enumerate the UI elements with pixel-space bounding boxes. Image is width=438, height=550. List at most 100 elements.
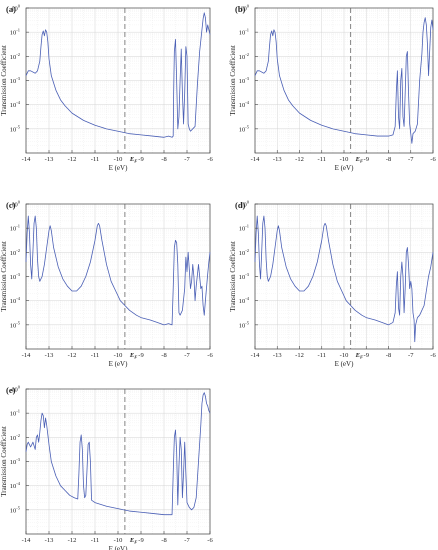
x-tick-label: -9 (364, 156, 369, 163)
y-tick-label: 10-2 (10, 52, 20, 61)
y-tick-label: 10-4 (10, 296, 21, 305)
x-tick-label: -6 (430, 156, 436, 163)
x-tick-label: -13 (45, 156, 54, 163)
x-tick-label: -14 (251, 352, 260, 359)
y-tick-label: 10-3 (10, 272, 21, 281)
x-axis-label: E (eV) (335, 360, 355, 368)
panel-label: (c) (6, 200, 16, 210)
x-tick-label: -10 (340, 156, 349, 163)
y-tick-label: 10-1 (239, 28, 249, 37)
x-tick-label: -13 (273, 156, 282, 163)
x-axis-label: E (eV) (109, 360, 129, 368)
y-axis-label: Transmission Coefficient (229, 241, 237, 312)
x-tick-label: -13 (45, 537, 54, 544)
x-tick-label: -14 (251, 156, 260, 163)
x-tick-label: -14 (22, 352, 31, 359)
panel-label: (e) (6, 385, 16, 395)
y-tick-label: 10-5 (10, 124, 21, 133)
fermi-level-label: EF (355, 352, 363, 360)
transmission-curve (254, 215, 434, 343)
x-tick-label: -8 (161, 537, 166, 544)
y-tick-label: 10-1 (10, 28, 20, 37)
y-axis-label: Transmission Coefficient (0, 426, 8, 497)
y-tick-label: 10-1 (10, 409, 20, 418)
y-tick-label: 10-1 (10, 224, 20, 233)
y-tick-label: 10-4 (239, 100, 250, 109)
x-tick-label: -14 (22, 537, 31, 544)
transmission-curve (25, 392, 211, 516)
x-tick-label: -12 (295, 156, 304, 163)
x-tick-label: -10 (114, 352, 123, 359)
x-tick-label: -12 (68, 537, 77, 544)
fermi-level-label: EF (129, 352, 137, 360)
fermi-level-label: EF (355, 156, 363, 164)
y-tick-label: 10-2 (10, 433, 20, 442)
x-tick-label: -9 (138, 352, 143, 359)
y-tick-label: 10-3 (239, 272, 250, 281)
y-tick-label: 100 (240, 4, 250, 13)
x-tick-label: -11 (318, 352, 326, 359)
y-tick-label: 10-2 (10, 248, 20, 257)
transmission-curve (254, 17, 434, 144)
y-tick-label: 100 (11, 4, 21, 13)
x-axis-label: E (eV) (109, 164, 129, 172)
x-tick-label: -8 (161, 352, 166, 359)
panel-label: (b) (235, 4, 246, 14)
y-tick-label: 10-5 (239, 124, 250, 133)
x-tick-label: -11 (318, 156, 326, 163)
x-tick-label: -11 (91, 156, 99, 163)
x-axis-label: E (eV) (109, 545, 129, 550)
y-tick-label: 10-3 (10, 457, 21, 466)
panel-label: (a) (6, 4, 16, 14)
y-tick-label: 10-5 (10, 505, 21, 514)
y-tick-label: 10-4 (239, 296, 250, 305)
panel-a: -14 -13 -12 -11 -10 -9 -8 -7 -6 EF 10-5 10-4 10-3 10-… (0, 4, 213, 173)
x-tick-label: -12 (295, 352, 304, 359)
x-tick-label: -9 (138, 156, 143, 163)
y-tick-label: 10-2 (239, 52, 249, 61)
x-axis-label: E (eV) (335, 164, 355, 172)
panel-d: -14 -13 -12 -11 -10 -9 -8 -7 -6 EF 10-5 10-4 10-3 10-… (229, 200, 436, 369)
panel-b: -14 -13 -12 -11 -10 -9 -8 -7 -6 EF 10-5 10-4 10-3 10-… (229, 4, 436, 173)
y-tick-label: 10-5 (10, 320, 21, 329)
y-tick-label: 10-4 (10, 100, 21, 109)
y-tick-label: 10-1 (239, 224, 249, 233)
y-tick-label: 10-3 (10, 76, 21, 85)
y-tick-label: 100 (240, 200, 250, 209)
transmission-curve (25, 215, 211, 326)
y-axis-label: Transmission Coefficient (229, 45, 237, 116)
x-tick-label: -6 (207, 352, 213, 359)
y-tick-label: 10-2 (239, 248, 249, 257)
x-tick-label: -6 (207, 156, 213, 163)
y-tick-label: 10-3 (239, 76, 250, 85)
y-tick-label: 100 (11, 200, 21, 209)
transmission-curve (25, 12, 211, 138)
x-tick-label: -13 (273, 352, 282, 359)
x-tick-label: -8 (386, 156, 391, 163)
fermi-level-label: EF (129, 537, 137, 545)
y-axis-label: Transmission Coefficient (0, 241, 8, 312)
x-tick-label: -12 (68, 352, 77, 359)
x-tick-label: -8 (386, 352, 391, 359)
x-tick-label: -13 (45, 352, 54, 359)
x-tick-label: -10 (340, 352, 349, 359)
panel-label: (d) (235, 200, 246, 210)
panel-c: -14 -13 -12 -11 -10 -9 -8 -7 -6 EF 10-5 10-4 10-3 10-… (0, 200, 213, 369)
y-tick-label: 100 (11, 385, 21, 394)
x-tick-label: -6 (430, 352, 436, 359)
y-axis-label: Transmission Coefficient (0, 45, 8, 116)
y-tick-label: 10-4 (10, 481, 21, 490)
x-tick-label: -11 (91, 352, 99, 359)
x-tick-label: -9 (138, 537, 143, 544)
x-tick-label: -7 (408, 156, 414, 163)
x-tick-label: -12 (68, 156, 77, 163)
fermi-level-label: EF (129, 156, 137, 164)
x-tick-label: -7 (184, 352, 190, 359)
x-tick-label: -8 (161, 156, 166, 163)
x-tick-label: -10 (114, 537, 123, 544)
x-tick-label: -9 (364, 352, 369, 359)
panel-e: -14 -13 -12 -11 -10 -9 -8 -7 -6 EF 10-5 10-4 10-3 10-… (0, 385, 213, 550)
x-tick-label: -6 (207, 537, 213, 544)
x-tick-label: -7 (408, 352, 414, 359)
